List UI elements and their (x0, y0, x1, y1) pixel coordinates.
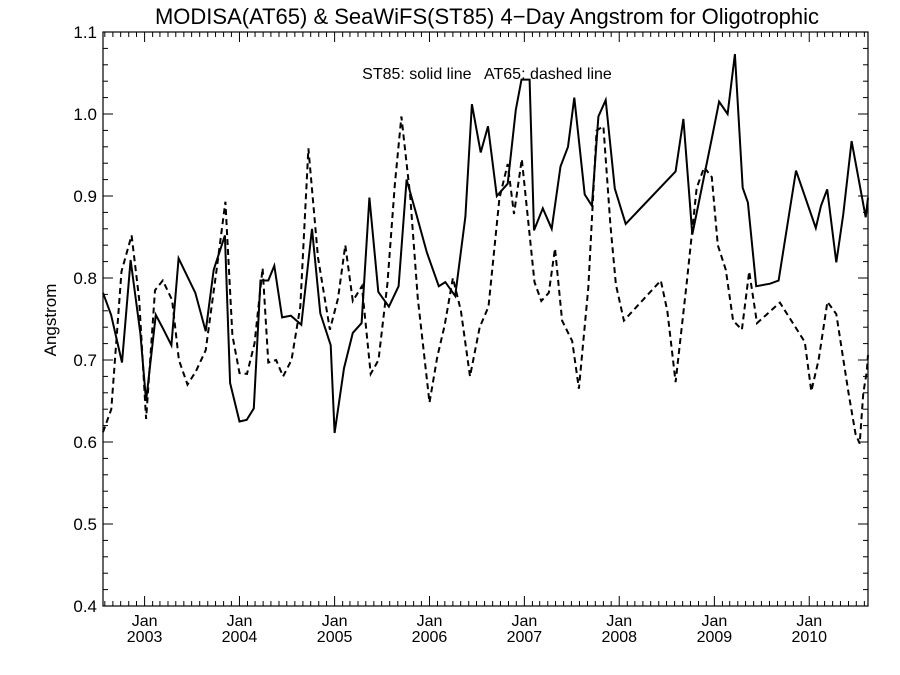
y-tick-label: 0.4 (73, 597, 97, 616)
x-axis-ticks: Jan2003Jan2004Jan2005Jan2006Jan2007Jan20… (104, 32, 865, 646)
x-tick-month-label: Jan (511, 613, 537, 630)
series-line-at65 (102, 116, 869, 444)
x-tick-year-label: 2010 (791, 629, 827, 646)
x-tick-year-label: 2004 (222, 629, 258, 646)
y-tick-label: 1.0 (73, 105, 97, 124)
x-tick-month-label: Jan (606, 613, 632, 630)
legend-annotation: ST85: solid line AT65: dashed line (362, 66, 612, 83)
y-tick-label: 0.6 (73, 433, 97, 452)
y-axis-ticks: 0.4 0.5 0.6 0.7 0.8 0.9 1.0 1.1 (73, 23, 868, 616)
x-tick-month-label: Jan (417, 613, 443, 630)
series-line-st85 (102, 53, 869, 434)
x-tick-month-label: Jan (132, 613, 158, 630)
y-tick-label: 0.8 (73, 269, 97, 288)
x-tick-year-label: 2003 (127, 629, 163, 646)
x-tick-month-label: Jan (227, 613, 253, 630)
x-tick-month-label: Jan (796, 613, 822, 630)
x-tick-month-label: Jan (701, 613, 727, 630)
x-tick-year-label: 2009 (697, 629, 733, 646)
y-tick-label: 0.9 (73, 187, 97, 206)
x-tick-year-label: 2005 (317, 629, 353, 646)
plot-frame (102, 31, 869, 607)
x-tick-year-label: 2007 (507, 629, 543, 646)
x-tick-month-label: Jan (322, 613, 348, 630)
chart-title: MODISA(AT65) & SeaWiFS(ST85) 4−Day Angst… (155, 4, 819, 29)
y-axis-label: Angstrom (41, 284, 60, 357)
y-tick-label: 1.1 (73, 23, 97, 42)
x-tick-year-label: 2008 (601, 629, 637, 646)
y-tick-label: 0.5 (73, 515, 97, 534)
y-tick-label: 0.7 (73, 351, 97, 370)
series-layer (102, 53, 869, 444)
x-tick-year-label: 2006 (412, 629, 448, 646)
